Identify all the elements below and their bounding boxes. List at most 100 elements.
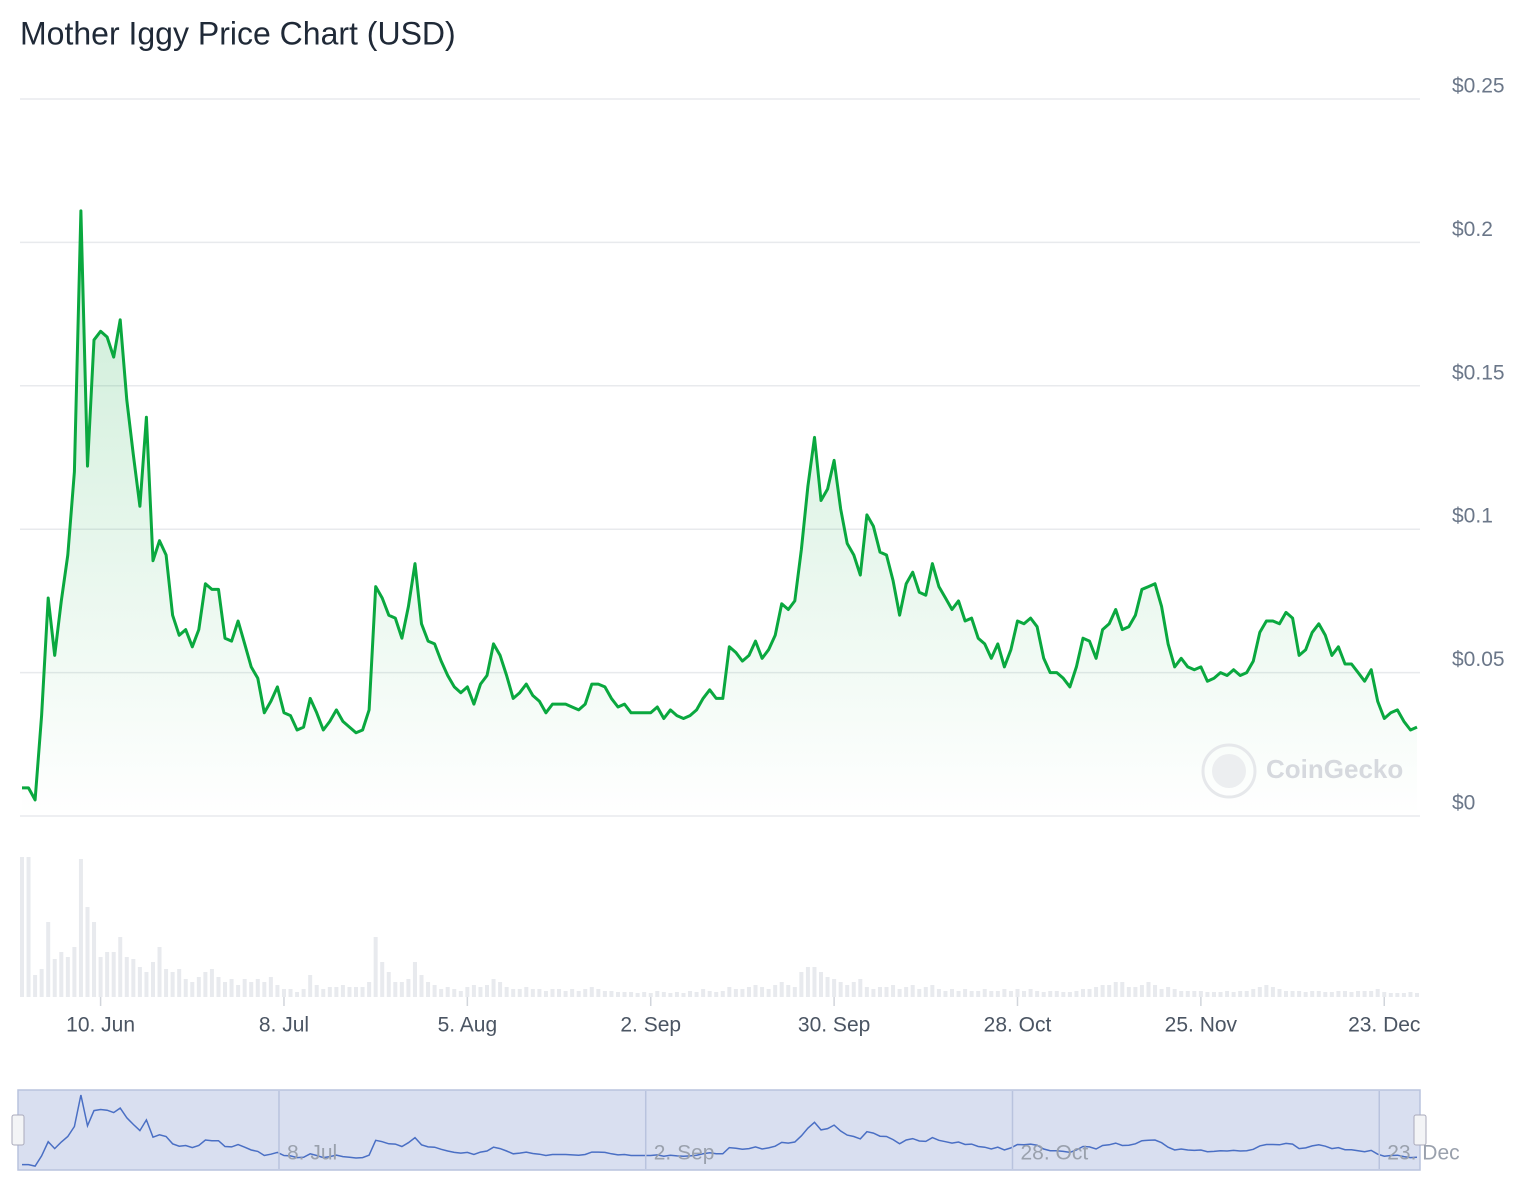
volume-bar	[52, 959, 57, 997]
volume-bar	[910, 985, 915, 997]
volume-bar	[1192, 991, 1197, 997]
volume-bar	[46, 922, 51, 997]
volume-bar	[412, 962, 417, 997]
x-tick-label: 28. Oct	[984, 1014, 1052, 1037]
x-tick-label: 10. Jun	[66, 1014, 135, 1037]
volume-bar	[1408, 992, 1413, 997]
volume-bar	[183, 979, 188, 997]
volume-bar	[72, 947, 77, 997]
volume-bar	[1244, 991, 1249, 997]
volume-bar	[950, 989, 954, 997]
volume-bar	[753, 985, 758, 997]
volume-bar	[321, 989, 326, 997]
volume-bar	[714, 992, 719, 997]
volume-bar	[340, 985, 345, 997]
volume-bar	[1080, 989, 1085, 997]
volume-bar	[891, 985, 896, 997]
watermark: CoinGecko	[1266, 754, 1403, 784]
x-tick-label: 8. Jul	[259, 1014, 309, 1037]
volume-bar	[1120, 982, 1125, 997]
navigator-line	[22, 1094, 1418, 1167]
watermark-logo-inner	[1212, 754, 1246, 788]
x-tick-label: 5. Aug	[438, 1014, 498, 1037]
volume-bar	[1415, 993, 1419, 997]
volume-bar	[701, 989, 706, 997]
x-tick-label: 25. Nov	[1165, 1014, 1238, 1037]
volume-bar	[347, 987, 352, 997]
volume-bar	[681, 993, 686, 997]
volume-bar	[1375, 989, 1380, 997]
volume-bar	[1270, 987, 1275, 997]
volume-bar	[1087, 989, 1092, 997]
volume-bar	[1310, 991, 1315, 997]
volume-bar	[838, 982, 843, 997]
volume-bar	[229, 979, 234, 997]
volume-bar	[1054, 991, 1059, 997]
volume-bar	[1336, 991, 1341, 997]
volume-bar	[511, 989, 516, 997]
navigator-tick-label: 2. Sep	[654, 1142, 715, 1165]
volume-bar	[295, 992, 300, 997]
volume-bar	[825, 977, 830, 997]
volume-bar	[576, 991, 581, 997]
volume-bar	[1094, 987, 1099, 997]
volume-bar	[1316, 991, 1321, 997]
volume-bar	[615, 992, 620, 997]
navigator-tick-label: 23. Dec	[1387, 1142, 1459, 1165]
volume-bar	[1139, 985, 1144, 997]
volume-bar	[989, 991, 994, 997]
navigator-handle-right[interactable]	[1413, 1114, 1427, 1146]
volume-bar	[635, 993, 640, 997]
volume-bar	[1290, 991, 1295, 997]
volume-bar	[877, 987, 882, 997]
volume-bar	[1356, 991, 1361, 997]
y-tick-label: $0.1	[1452, 505, 1493, 528]
volume-bar	[570, 989, 575, 997]
volume-bar	[995, 991, 1000, 997]
watermark-group: CoinGecko	[1201, 743, 1403, 799]
volume-bar	[1008, 991, 1013, 997]
volume-bar	[262, 982, 267, 997]
volume-bar	[943, 991, 948, 997]
volume-bar	[727, 987, 732, 997]
volume-bar	[1211, 992, 1216, 997]
area	[22, 210, 1417, 816]
volume-bar	[478, 987, 483, 997]
volume-bar	[707, 991, 712, 997]
volume-bar	[380, 962, 385, 997]
volume-bar	[923, 987, 928, 997]
volume-bar	[432, 985, 437, 997]
volume-bar	[275, 985, 280, 997]
volume-bar	[871, 989, 876, 997]
volume-bar	[1159, 989, 1164, 997]
volume-bar	[602, 991, 607, 997]
volume-bar	[1002, 989, 1007, 997]
volume-bar	[530, 989, 535, 997]
volume-bar	[1369, 991, 1374, 997]
volume-bar	[661, 992, 666, 997]
navigator-tick-label: 28. Oct	[1020, 1142, 1088, 1165]
navigator-window[interactable]	[17, 1089, 1421, 1171]
volume-bar	[1185, 991, 1190, 997]
volume-bar	[445, 987, 450, 997]
volume-bar	[137, 967, 142, 997]
volume-bar	[131, 959, 136, 997]
volume-bar	[1067, 992, 1072, 997]
volume-bar	[242, 979, 247, 997]
volume-bar	[1342, 991, 1347, 997]
volume-bar	[59, 952, 64, 997]
volume-bar	[688, 991, 693, 997]
volume-bar	[537, 989, 542, 997]
volume-bar	[1035, 991, 1040, 997]
volume-bar	[629, 992, 634, 997]
y-tick-label: $0.15	[1452, 361, 1505, 384]
volume-bar	[832, 979, 837, 997]
volume-bar	[1388, 993, 1393, 997]
volume-bar	[1048, 991, 1053, 997]
volume-bar	[779, 982, 784, 997]
volume-bar	[26, 857, 31, 997]
volume-bar	[20, 857, 24, 997]
navigator-handle-left[interactable]	[11, 1114, 25, 1146]
y-tick-label: $0.05	[1452, 648, 1505, 671]
volume-bar	[281, 989, 286, 997]
